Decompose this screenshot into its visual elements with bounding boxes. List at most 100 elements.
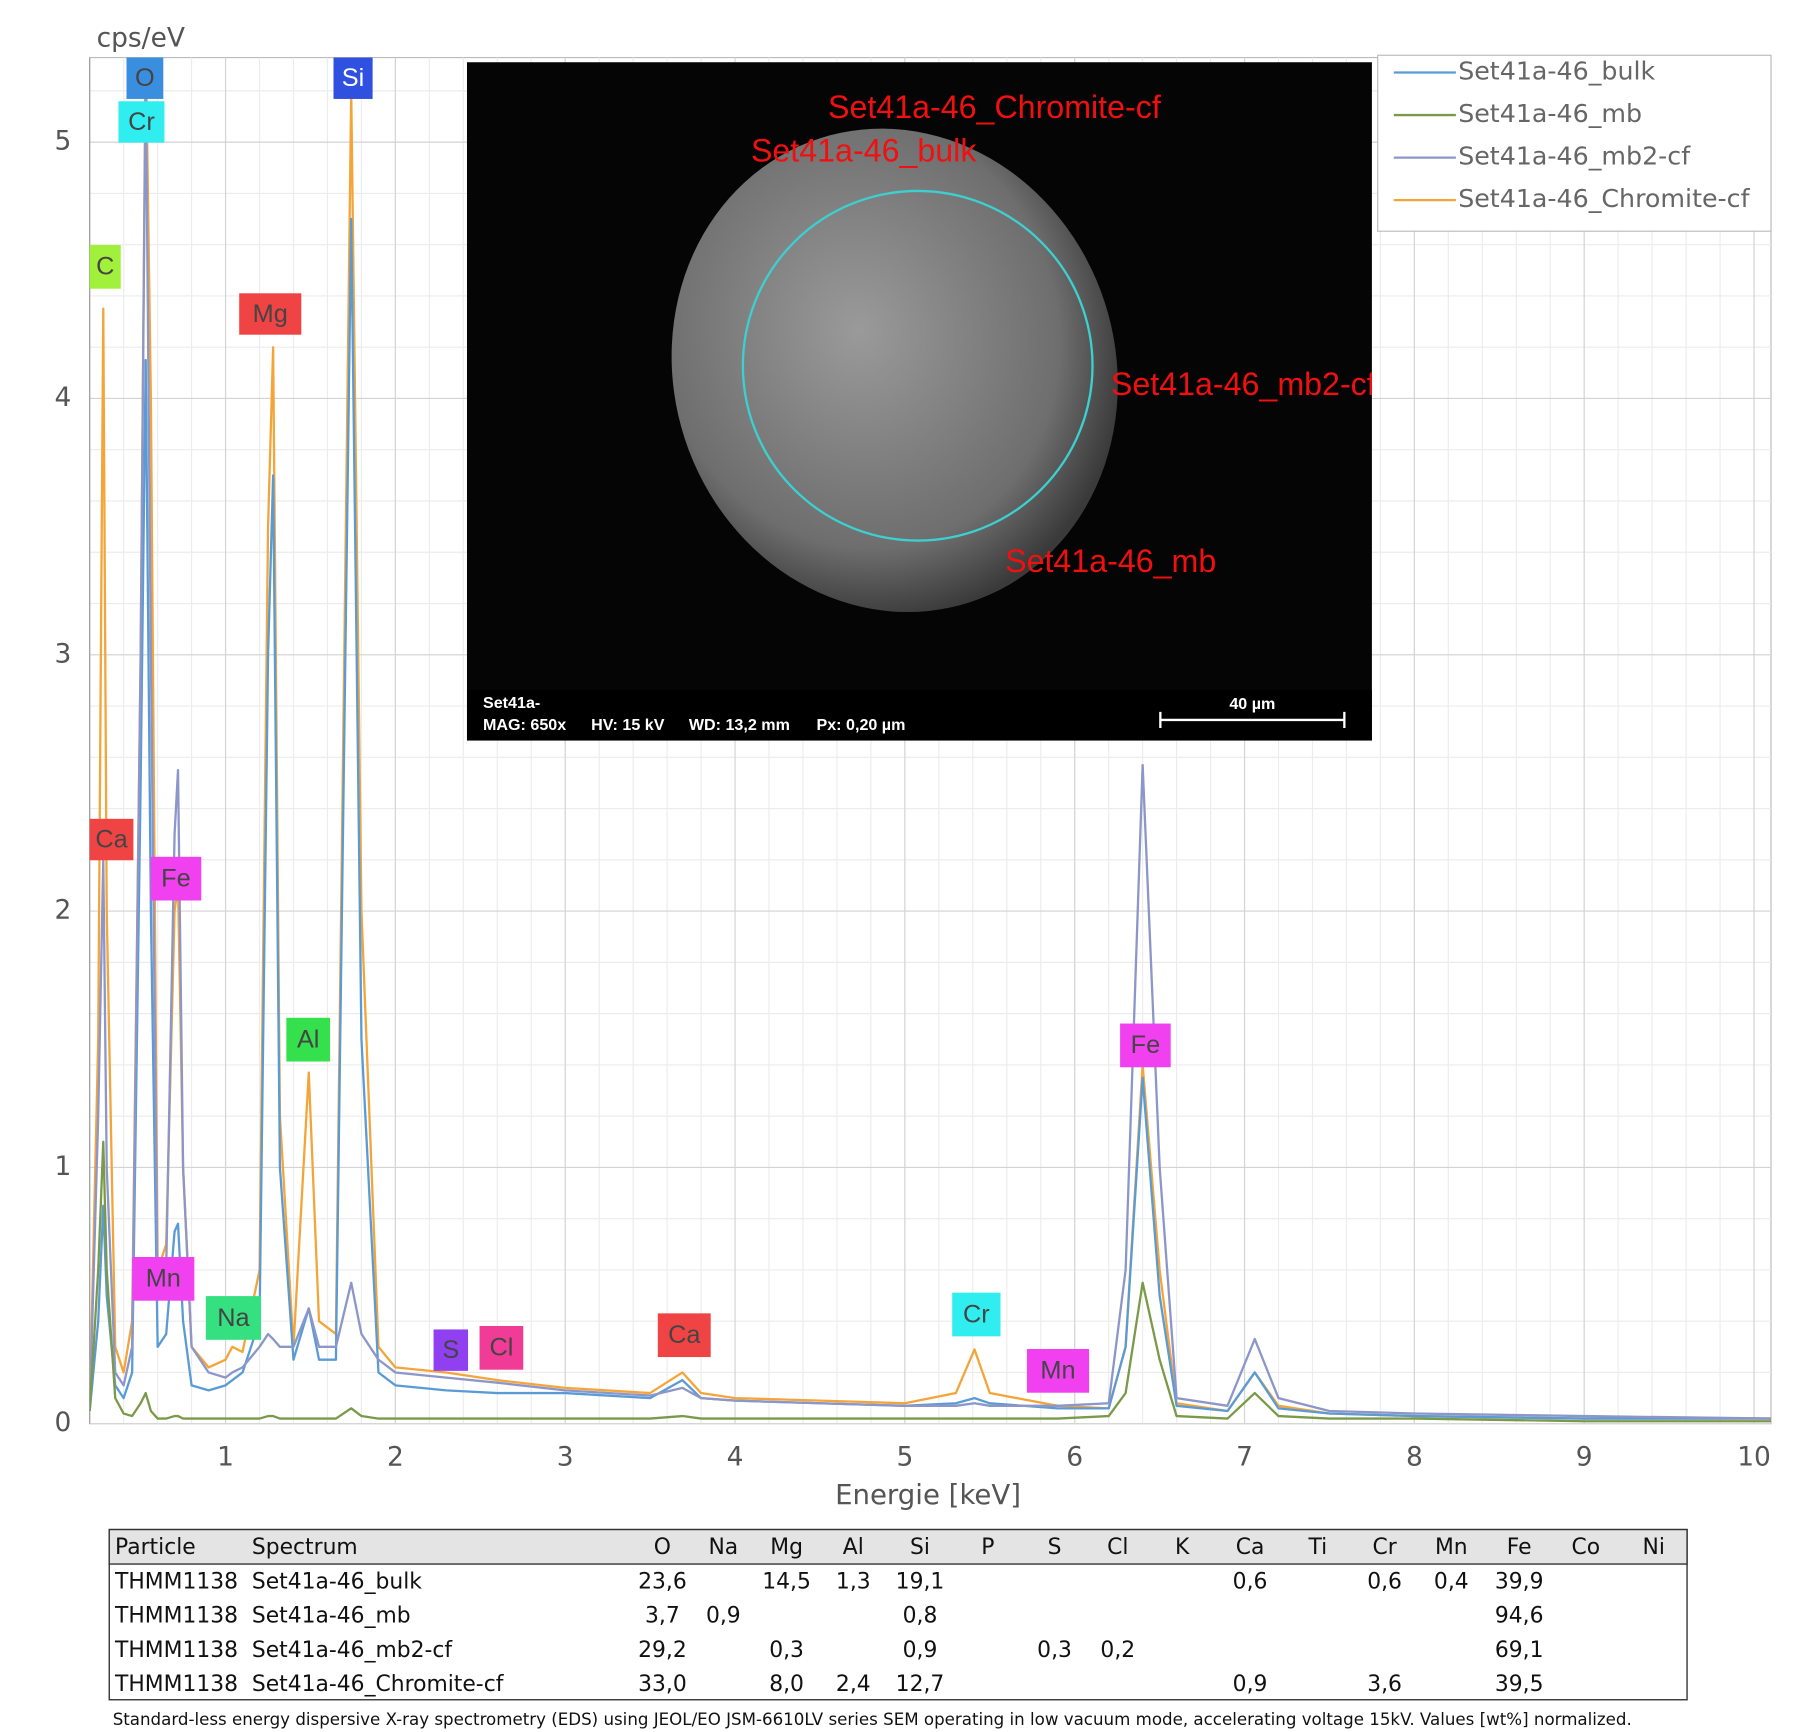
magnification: MAG: 650x [483,716,566,734]
table-cell: 0,3 [1037,1638,1072,1663]
y-axis-title: cps/eV [97,23,185,54]
spectrum-area [741,189,1094,542]
element-label-box [89,818,134,861]
table-cell: Set41a-46_mb2-cf [252,1638,454,1663]
table-cell: 2,4 [836,1672,871,1697]
table-cell: 1,3 [836,1569,871,1594]
element-label: Ca [668,1321,701,1349]
table-header [108,1528,1688,1565]
table-cell: THMM1138 [114,1672,238,1697]
table-cell: 12,7 [896,1672,945,1697]
table-header-cell: Al [843,1535,864,1560]
element-label-box [132,1257,195,1301]
x-tick-label: 7 [1236,1442,1253,1473]
table-cell: Set41a-46_mb [252,1604,411,1629]
element-label-box [286,1017,331,1062]
table-header-cell: Cr [1372,1535,1396,1560]
table-header-cell: Ca [1236,1535,1265,1560]
table-cell: THMM1138 [114,1638,238,1663]
table-cell: 0,9 [706,1604,741,1629]
element-label-box [479,1326,524,1370]
element-label-box [1120,1023,1171,1068]
element-label: Ca [95,825,128,853]
scale-bar-label: 40 µm [1229,695,1275,713]
table-cell: 69,1 [1495,1638,1544,1663]
caption: Standard-less energy dispersive X-ray sp… [113,1710,1632,1729]
table-cell: 0,8 [903,1604,938,1629]
table-header-cell: Particle [115,1535,196,1560]
table-cell: 14,5 [762,1569,811,1594]
y-tick-label: 5 [54,126,71,157]
element-label: Cr [128,108,155,136]
element-label: Fe [1131,1031,1161,1059]
table-cell: 0,3 [769,1638,804,1663]
element-label-box [333,57,373,99]
element-label: O [135,64,155,92]
pixel-size: Px: 0,20 µm [817,716,906,734]
table-cell: Set41a-46_bulk [252,1569,422,1594]
spot-label: Set41a-46_mb [1005,543,1216,579]
particle [671,128,1118,613]
x-tick-label: 5 [896,1442,913,1473]
spot-label: Set41a-46_Chromite-cf [828,89,1161,125]
spectrum-line [89,217,1771,1420]
element-label-box [239,293,302,335]
element-label: Cr [963,1300,990,1328]
element-label: C [96,253,114,281]
table-cell: 3,7 [645,1604,680,1629]
legend-label: Set41a-46_mb [1458,99,1642,128]
table-header-cell: O [654,1535,671,1560]
element-label: Mn [146,1265,181,1293]
table-cell: THMM1138 [114,1604,238,1629]
spot-label: Set41a-46_mb2-cf [1111,366,1376,402]
table-header-cell: Fe [1507,1535,1532,1560]
table-cell: 0,6 [1233,1569,1268,1594]
y-tick-label: 3 [54,638,71,669]
sem-image: Set41a-46_Chromite-cf Set41a-46_bulk Set… [466,62,1376,741]
x-axis-title: Energie [keV] [835,1478,1021,1511]
table-header-cell: Mg [770,1535,803,1560]
x-tick-label: 1 [217,1442,234,1473]
table-cell: 39,5 [1495,1672,1544,1697]
table-header-cell: K [1175,1535,1190,1560]
table-cell: THMM1138 [114,1569,238,1594]
table-header-cell: Ti [1308,1535,1328,1560]
element-label-box [126,57,164,99]
element-label-box [205,1296,262,1340]
x-tick-label: 8 [1406,1442,1423,1473]
element-label: Na [217,1304,250,1332]
table-header-cell: Si [910,1535,930,1560]
x-tick-label: 4 [727,1442,744,1473]
spectrum-line [89,1140,1771,1423]
element-label-box [433,1329,469,1371]
element-label-box [1026,1349,1090,1393]
element-label: Mn [1040,1357,1075,1385]
element-label-box [89,245,121,289]
table-cell: 33,0 [638,1672,687,1697]
element-label: Fe [161,864,191,892]
table-header-cell: Na [708,1535,738,1560]
spot-label: Set41a-46_bulk [751,133,977,169]
y-tick-label: 1 [54,1151,71,1182]
legend [1377,54,1772,232]
element-label: Mg [253,300,288,328]
x-tick-label: 10 [1737,1442,1771,1473]
table-cell: 0,6 [1367,1569,1402,1594]
element-label-box [657,1313,711,1358]
table-cell: 0,9 [1233,1672,1268,1697]
table-cell: 0,4 [1434,1569,1469,1594]
table-cell: 23,6 [638,1569,687,1594]
legend-label: Set41a-46_bulk [1458,57,1655,86]
sample-name: Set41a- [483,694,540,712]
table-cell: 39,9 [1495,1569,1544,1594]
x-tick-label: 2 [387,1442,404,1473]
table-cell: 3,6 [1367,1672,1402,1697]
voltage: HV: 15 kV [591,716,665,734]
y-tick-label: 2 [54,895,71,926]
element-label: Si [342,64,365,92]
table-header-cell: Co [1572,1535,1601,1560]
table-cell: 19,1 [896,1569,945,1594]
table-header-cell: S [1048,1535,1062,1560]
x-tick-label: 6 [1066,1442,1083,1473]
